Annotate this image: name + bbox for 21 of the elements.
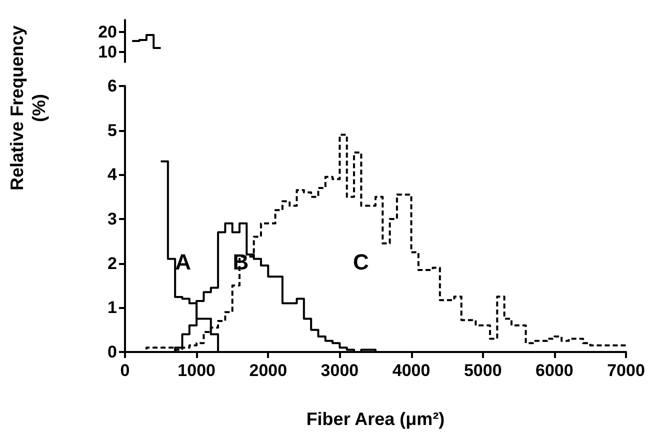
series-label: A (175, 249, 192, 274)
y-tick-label: 1 (108, 298, 117, 318)
x-tick-label: 0 (120, 361, 130, 380)
y-tick-label: 10 (98, 42, 117, 62)
y-tick-label: 6 (108, 76, 117, 96)
y-axis-title: Relative Frequency (%) (7, 25, 49, 191)
x-axis-title: Fiber Area (μm²) (306, 409, 445, 429)
y-tick-label: 20 (98, 22, 117, 42)
x-tick-label: 5000 (464, 361, 502, 380)
y-tick-label: 0 (108, 342, 117, 362)
x-tick-label: 1000 (178, 361, 216, 380)
y-tick-label: 3 (108, 210, 117, 228)
y-tick-label: 2 (108, 254, 117, 273)
series-label: C (352, 249, 369, 274)
x-tick-label: 3000 (320, 361, 359, 380)
y-tick-label: 4 (108, 165, 118, 184)
x-tick-label: 7000 (607, 361, 645, 380)
x-tick-label: 4000 (392, 361, 430, 380)
y-tick-label: 5 (108, 120, 117, 140)
x-tick-label: 6000 (536, 361, 574, 380)
x-tick-label: 2000 (249, 361, 288, 380)
